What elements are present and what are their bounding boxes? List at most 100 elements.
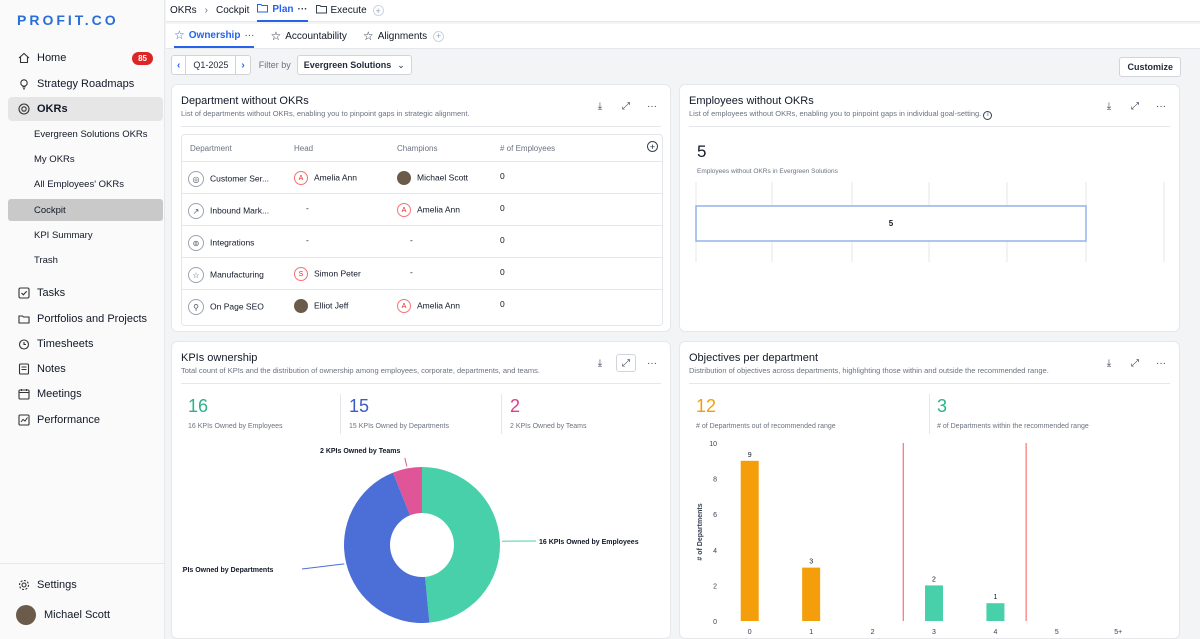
download-icon[interactable]: ⤓ xyxy=(597,100,603,112)
more-icon[interactable]: ··· xyxy=(1156,357,1166,369)
card-subtitle: List of employees without OKRs, enabling… xyxy=(689,109,993,120)
star-icon: ☆ xyxy=(174,28,185,42)
y-tick-label: 6 xyxy=(713,512,717,519)
more-icon[interactable]: ··· xyxy=(297,4,308,15)
clock-icon xyxy=(18,338,30,350)
download-icon[interactable]: ⤓ xyxy=(1106,100,1112,112)
objectives-bar-chart: 0 2 4 6 8 10 # of Departments 0 9 1 3 2 3 2 4 1 5 5+ xyxy=(697,441,1122,635)
pie-slice[interactable] xyxy=(344,472,430,623)
sidebar-sub-cockpit[interactable]: Cockpit xyxy=(8,199,163,221)
bar[interactable] xyxy=(740,460,759,621)
dept-cell: ⊚ Integrations xyxy=(188,235,254,251)
table-row[interactable]: ⊚ Integrations - - 0 xyxy=(182,225,662,257)
avatar xyxy=(397,171,411,185)
card-subtitle: List of departments without OKRs, enabli… xyxy=(181,109,470,118)
avatar xyxy=(16,605,36,625)
download-icon[interactable]: ⤓ xyxy=(1106,357,1112,369)
tab-ownership[interactable]: ☆ Ownership ··· xyxy=(174,24,255,48)
sidebar-item-tasks[interactable]: Tasks xyxy=(8,281,163,305)
x-tick-label: 3 xyxy=(932,629,936,635)
sidebar-sub-my-okrs[interactable]: My OKRs xyxy=(34,153,75,165)
x-tick-label: 4 xyxy=(993,629,997,635)
x-tick-label: 0 xyxy=(748,629,752,635)
column-header: # of Employees xyxy=(500,144,556,153)
sidebar-item-portfolios[interactable]: Portfolios and Projects xyxy=(8,307,163,331)
chevron-right-icon[interactable]: › xyxy=(241,59,245,71)
chevron-down-icon: ⌄ xyxy=(397,59,405,70)
tab-alignments[interactable]: ☆ Alignments + xyxy=(363,24,445,48)
chevron-right-icon: › xyxy=(204,5,209,16)
sidebar-item-label: Settings xyxy=(37,579,77,591)
column-header: Head xyxy=(294,144,314,153)
kpi-donut-chart: 16 KPIs Owned by Employees 15 KPIs Owned … xyxy=(182,448,639,623)
bar[interactable] xyxy=(986,603,1005,621)
info-icon[interactable]: i xyxy=(983,110,993,120)
add-icon[interactable]: + xyxy=(433,30,445,42)
sidebar-item-home[interactable]: Home 85 xyxy=(8,46,163,70)
org-filter-value: Evergreen Solutions xyxy=(303,60,392,70)
sidebar-sub-evergreen-okrs[interactable]: Evergreen Solutions OKRs xyxy=(34,128,148,140)
sidebar-item-meetings[interactable]: Meetings xyxy=(8,382,163,406)
calendar-icon xyxy=(18,388,30,400)
avatar xyxy=(294,299,308,313)
pie-slice[interactable] xyxy=(393,467,422,516)
sidebar-item-performance[interactable]: Performance xyxy=(8,408,163,432)
y-axis-label: # of Departments xyxy=(697,503,704,560)
employee-bar-chart: 5 xyxy=(695,182,1165,262)
expand-icon[interactable]: ⤢ xyxy=(622,100,630,112)
table-row[interactable]: ☆ Manufacturing S Simon Peter - 0 xyxy=(182,257,662,289)
divider xyxy=(181,383,661,384)
table-row[interactable]: ⚲ On Page SEO Elliot Jeff A Amelia Ann 0 xyxy=(182,289,662,321)
quarter-label[interactable]: Q1-2025 xyxy=(185,56,237,74)
head-cell: - xyxy=(306,235,309,245)
table-row[interactable]: ↗ Inbound Mark... - A Amelia Ann 0 xyxy=(182,193,662,225)
x-tick-label: 2 xyxy=(871,629,875,635)
add-column-icon[interactable]: + xyxy=(647,141,658,152)
filter-by-label: Filter by xyxy=(258,60,291,70)
bar[interactable] xyxy=(925,585,943,621)
more-icon[interactable]: ··· xyxy=(647,100,657,112)
sidebar-item-okrs[interactable]: OKRs xyxy=(8,97,163,121)
sidebar-item-strategy-roadmaps[interactable]: Strategy Roadmaps xyxy=(8,72,163,96)
kpi-stat-departments: 15 xyxy=(349,396,370,416)
notification-badge: 85 xyxy=(132,51,153,65)
add-icon[interactable]: + xyxy=(372,5,384,16)
tab-plan[interactable]: Plan ··· xyxy=(257,0,308,22)
app-logo[interactable]: PROFIT.CO xyxy=(17,12,119,28)
breadcrumb-cockpit[interactable]: Cockpit xyxy=(216,5,250,16)
employees-without-okrs-card: Employees without OKRs List of employees… xyxy=(679,84,1180,332)
kpi-stat-label: 16 KPIs Owned by Employees xyxy=(188,423,283,430)
card-actions: ⤓ ⤢ ··· xyxy=(590,97,662,115)
champion-cell: A Amelia Ann xyxy=(397,299,460,313)
filter-bar: ‹ Q1-2025 › Filter by Evergreen Solution… xyxy=(166,52,1200,78)
sidebar-sub-all-employees-okrs[interactable]: All Employees' OKRs xyxy=(34,178,124,190)
card-title: Objectives per department xyxy=(689,352,819,364)
customize-button[interactable]: Customize xyxy=(1119,57,1181,77)
sidebar-item-notes[interactable]: Notes xyxy=(8,357,163,381)
pie-slice[interactable] xyxy=(422,467,501,623)
bar[interactable] xyxy=(802,567,821,621)
sidebar-item-timesheets[interactable]: Timesheets xyxy=(8,332,163,356)
chevron-left-icon[interactable]: ‹ xyxy=(177,59,181,71)
champion-cell: - xyxy=(410,235,413,245)
download-icon[interactable]: ⤓ xyxy=(597,357,603,369)
org-filter-dropdown[interactable]: Evergreen Solutions ⌄ xyxy=(296,55,412,75)
tab-accountability[interactable]: ☆ Accountability xyxy=(270,24,346,48)
sidebar-item-settings[interactable]: Settings xyxy=(8,573,163,597)
more-icon[interactable]: ··· xyxy=(647,357,657,369)
obj-stat-label: # of Departments out of recommended rang… xyxy=(696,423,836,430)
tab-execute[interactable]: Execute + xyxy=(315,4,384,17)
expand-icon[interactable]: ⤢ xyxy=(1131,357,1139,369)
more-icon[interactable]: ··· xyxy=(244,29,255,41)
sidebar-sub-kpi-summary[interactable]: KPI Summary xyxy=(34,229,93,241)
more-icon[interactable]: ··· xyxy=(1156,100,1166,112)
champion-cell: Michael Scott xyxy=(397,171,468,185)
obj-stat-in-range: 3 xyxy=(937,396,948,416)
expand-icon[interactable]: ⤢ xyxy=(616,354,636,372)
breadcrumb-okrs[interactable]: OKRs xyxy=(170,5,197,16)
divider xyxy=(689,383,1170,384)
table-row[interactable]: ◎ Customer Ser... A Amelia Ann Michael Sco… xyxy=(182,161,662,193)
sidebar-sub-trash[interactable]: Trash xyxy=(34,254,58,266)
sidebar-user[interactable]: Michael Scott xyxy=(8,601,163,629)
expand-icon[interactable]: ⤢ xyxy=(1131,100,1139,112)
